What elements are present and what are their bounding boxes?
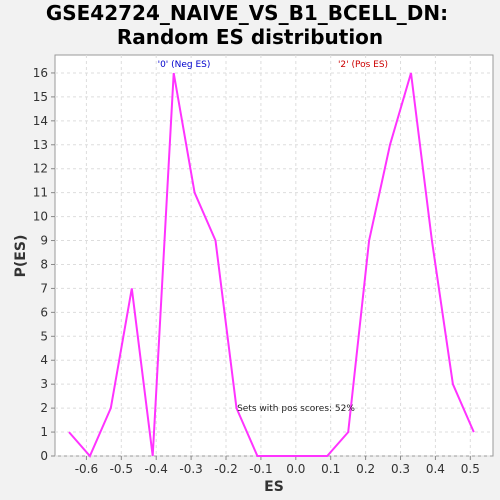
y-tick-label: 2 <box>40 401 48 415</box>
y-tick-label: 12 <box>33 162 48 176</box>
y-tick-label: 4 <box>40 353 48 367</box>
y-axis-label: P(ES) <box>13 235 29 278</box>
x-tick-label: 0.3 <box>391 462 410 476</box>
x-tick-label: -0.6 <box>75 462 98 476</box>
x-tick-label: 0.0 <box>286 462 305 476</box>
x-tick-label: 0.2 <box>356 462 375 476</box>
y-tick-label: 11 <box>33 186 48 200</box>
x-tick-label: 0.5 <box>461 462 480 476</box>
x-tick-label: -0.3 <box>179 462 202 476</box>
y-tick-label: 6 <box>40 305 48 319</box>
y-tick-label: 16 <box>33 66 48 80</box>
x-tick-label: -0.2 <box>214 462 237 476</box>
y-tick-label: 10 <box>33 210 48 224</box>
y-tick-label: 3 <box>40 377 48 391</box>
plot-area <box>54 54 494 457</box>
y-tick-label: 0 <box>40 449 48 463</box>
chart-title-line2: Random ES distribution <box>117 25 383 49</box>
x-axis: -0.6 -0.5 -0.4 -0.3 -0.2 -0.1 0.0 0.1 0.2 0.3 0.4 0… <box>75 456 480 476</box>
y-tick-label: 5 <box>40 329 48 343</box>
x-tick-label: -0.4 <box>145 462 168 476</box>
x-tick-label: 0.1 <box>321 462 340 476</box>
x-tick-label: -0.5 <box>110 462 133 476</box>
y-tick-label: 14 <box>33 114 48 128</box>
x-axis-label: ES <box>264 479 284 495</box>
chart-title-line1: GSE42724_NAIVE_VS_B1_BCELL_DN: <box>46 1 448 25</box>
pos-score-annotation: Sets with pos scores: 52% <box>237 404 355 414</box>
y-tick-label: 1 <box>40 425 48 439</box>
pos-es-label: '2' (Pos ES) <box>338 60 388 70</box>
y-tick-label: 13 <box>33 138 48 152</box>
neg-es-label: '0' (Neg ES) <box>158 60 211 70</box>
series-line <box>68 72 475 458</box>
y-tick-label: 7 <box>40 281 48 295</box>
x-tick-label: -0.1 <box>249 462 272 476</box>
y-tick-label: 15 <box>33 90 48 104</box>
grid-lines <box>55 55 493 457</box>
y-tick-label: 8 <box>40 257 48 271</box>
x-tick-label: 0.4 <box>426 462 445 476</box>
y-tick-label: 9 <box>40 234 48 248</box>
